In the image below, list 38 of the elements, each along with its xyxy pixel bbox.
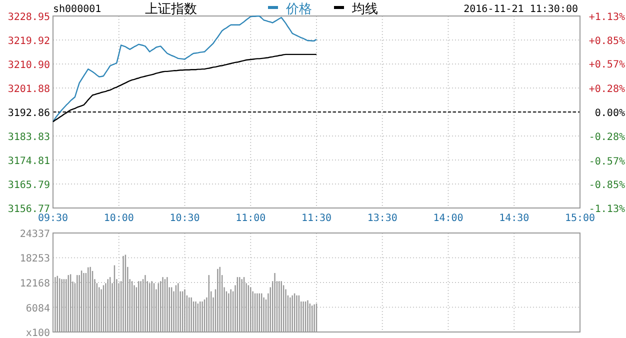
y-tick-label: x100 [26,328,50,338]
y-tick-label: 3228.95 [8,12,50,23]
chart-title: 上证指数 [145,1,197,16]
x-tick-label: 10:00 [104,213,134,224]
legend-label: 价格 [285,1,312,16]
y-tick-label: 3210.90 [8,60,50,72]
y2-tick-label: +0.57% [588,60,625,71]
y2-tick-label: +0.85% [588,36,625,47]
y-tick-label: 24337 [20,229,50,240]
y2-tick-label: +0.28% [588,84,625,96]
line-series [52,16,318,122]
y-tick-label: 3156.77 [8,204,50,215]
y-tick-label: 3183.83 [8,132,50,144]
y2-tick-label: -0.85% [588,180,625,192]
y-tick-label: 12168 [20,278,50,290]
y-tick-label: 6084 [26,303,50,314]
y2-tick-label: -0.57% [588,156,625,168]
y-tick-label: 3201.88 [8,84,50,96]
y-tick-label: 3219.92 [8,36,50,48]
y2-tick-label: +1.13% [588,12,625,23]
y-tick-label: 3192.86 [8,108,50,119]
x-tick-label: 14:00 [433,213,464,224]
x-tick-label: 10:30 [170,213,200,224]
y2-tick-label: -0.28% [588,132,625,143]
x-tick-label: 09:30 [38,213,68,224]
x-tick-label: 11:30 [301,213,332,224]
x-tick-label: 15:00 [564,213,596,224]
y2-tick-label: -1.13% [588,204,625,215]
legend-label: 均线 [351,1,378,16]
text: sh000001 [53,4,102,15]
y-tick-label: 3174.81 [8,156,50,168]
y2-tick-label: 0.00% [594,108,625,119]
text: 2016-11-21 11:30:00 [464,4,578,15]
x-tick-label: 11:00 [236,213,266,224]
y-tick-label: 18253 [20,254,50,265]
x-tick-label: 14:30 [499,213,530,224]
y-tick-label: 3165.79 [8,180,50,192]
x-tick-label: 13:30 [367,213,398,224]
